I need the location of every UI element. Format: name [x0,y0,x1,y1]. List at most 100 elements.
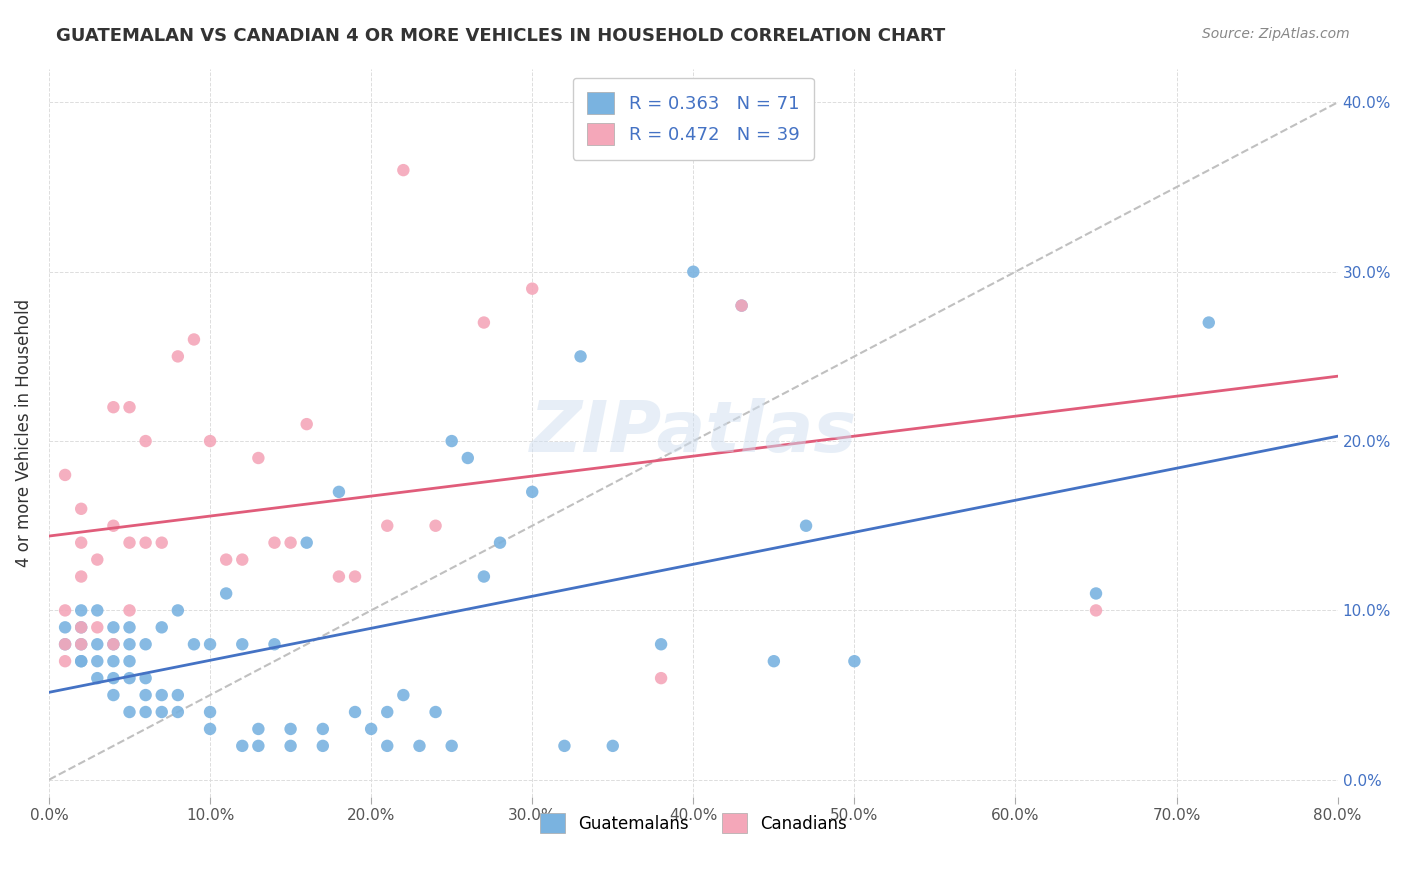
Point [344,569,367,583]
Point [135,637,157,651]
Point [53,467,76,482]
Point [198,434,221,448]
Point [150,620,173,634]
Point [135,434,157,448]
Point [328,569,350,583]
Point [215,552,238,566]
Point [375,518,398,533]
Point [103,637,125,651]
Point [762,654,785,668]
Point [103,637,125,651]
Text: Source: ZipAtlas.com: Source: ZipAtlas.com [1202,27,1350,41]
Point [166,603,188,617]
Point [103,620,125,634]
Point [375,705,398,719]
Point [118,535,141,549]
Point [844,654,866,668]
Point [103,654,125,668]
Point [183,333,205,347]
Point [118,671,141,685]
Point [135,671,157,685]
Point [569,350,592,364]
Point [328,484,350,499]
Point [118,620,141,634]
Point [86,620,108,634]
Point [280,722,302,736]
Point [118,603,141,617]
Point [103,671,125,685]
Point [392,688,415,702]
Point [118,654,141,668]
Point [166,350,188,364]
Point [118,705,141,719]
Point [70,620,93,634]
Point [70,620,93,634]
Point [440,739,463,753]
Point [522,282,544,296]
Point [53,620,76,634]
Point [730,299,752,313]
Point [118,400,141,414]
Point [70,654,93,668]
Point [263,535,285,549]
Point [86,603,108,617]
Point [70,535,93,549]
Point [103,400,125,414]
Point [166,688,188,702]
Text: GUATEMALAN VS CANADIAN 4 OR MORE VEHICLES IN HOUSEHOLD CORRELATION CHART: GUATEMALAN VS CANADIAN 4 OR MORE VEHICLE… [56,27,945,45]
Point [1198,316,1220,330]
Point [408,739,430,753]
Point [150,688,173,702]
Point [53,637,76,651]
Point [70,654,93,668]
Point [425,518,447,533]
Point [280,739,302,753]
Point [198,705,221,719]
Point [70,637,93,651]
Point [392,163,415,178]
Point [231,552,253,566]
Point [794,518,817,533]
Point [489,535,512,549]
Point [103,688,125,702]
Point [86,552,108,566]
Point [135,535,157,549]
Point [53,603,76,617]
Point [70,501,93,516]
Point [312,739,335,753]
Point [53,637,76,651]
Point [183,637,205,651]
Point [440,434,463,448]
Point [198,637,221,651]
Point [135,688,157,702]
Point [312,722,335,736]
Point [375,739,398,753]
Text: ZIPatlas: ZIPatlas [530,398,858,467]
Point [86,671,108,685]
Point [247,722,270,736]
Point [650,637,672,651]
Point [344,705,367,719]
Point [457,450,479,465]
Point [650,671,672,685]
Point [247,739,270,753]
Point [553,739,575,753]
Point [682,265,704,279]
Point [166,705,188,719]
Point [135,705,157,719]
Point [522,484,544,499]
Legend: R = 0.363   N = 71, R = 0.472   N = 39: R = 0.363 N = 71, R = 0.472 N = 39 [572,78,814,160]
Point [472,569,495,583]
Point [70,637,93,651]
Point [472,316,495,330]
Point [730,299,752,313]
Point [280,535,302,549]
Point [198,722,221,736]
Point [70,603,93,617]
Point [103,518,125,533]
Y-axis label: 4 or more Vehicles in Household: 4 or more Vehicles in Household [15,299,32,566]
Point [295,535,318,549]
Point [70,569,93,583]
Point [295,417,318,431]
Point [86,654,108,668]
